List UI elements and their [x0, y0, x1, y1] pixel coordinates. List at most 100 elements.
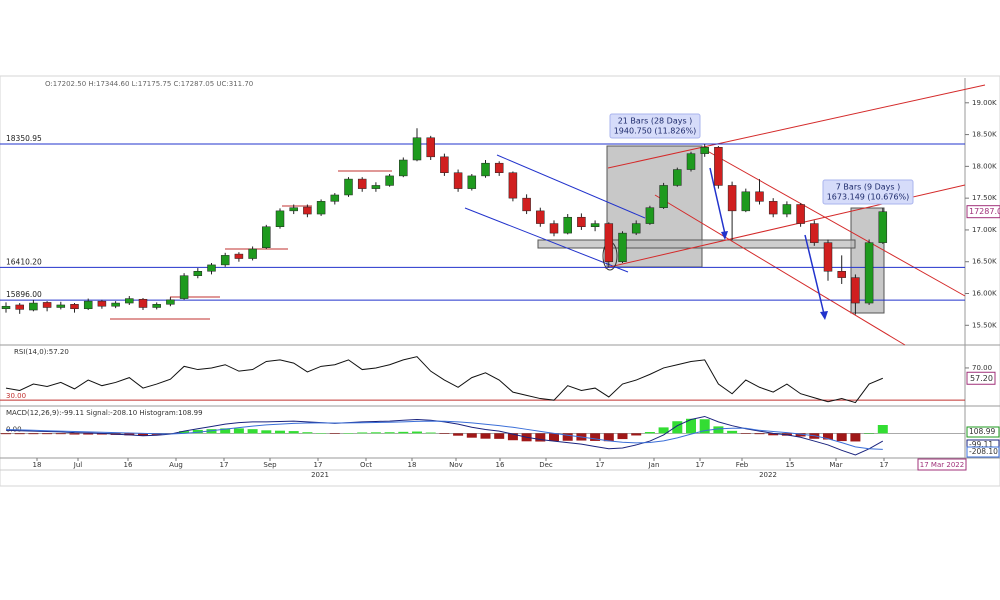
histogram-bar	[96, 433, 107, 435]
candle-body	[481, 162, 490, 177]
candle-body	[851, 277, 860, 304]
trend-line	[607, 84, 986, 169]
annotation-box	[609, 113, 701, 139]
histogram-bar	[370, 432, 381, 434]
date-box	[917, 458, 967, 471]
histogram-bar	[850, 433, 861, 442]
candle-body	[111, 302, 120, 307]
histogram-bar	[713, 426, 724, 434]
arrow-head	[721, 231, 728, 240]
candle-body	[303, 206, 312, 215]
candle-body	[83, 300, 93, 310]
histogram-bar	[247, 429, 258, 434]
histogram-bar	[329, 433, 340, 434]
candle-body	[344, 178, 353, 196]
trend-line	[464, 207, 629, 273]
candle-body	[810, 223, 819, 243]
candle-body	[220, 255, 230, 266]
level-label: 18350.95	[6, 134, 42, 143]
x-tick-label: Dec	[539, 461, 553, 469]
x-tick-label: Nov	[449, 461, 463, 469]
annotation-text: 21 Bars (28 Days )	[618, 117, 693, 126]
histogram-bar	[754, 433, 765, 435]
candle-body	[467, 175, 477, 189]
histogram-bar	[69, 433, 80, 435]
histogram-bar	[275, 430, 285, 434]
x-tick-label: 17	[314, 461, 323, 469]
x-tick-label: Jan	[648, 461, 660, 469]
histogram-bar	[316, 433, 327, 434]
histogram-bar	[179, 431, 190, 434]
histogram-bar	[480, 433, 491, 439]
histogram-bar	[562, 433, 573, 441]
histogram-bar	[535, 433, 546, 442]
histogram-bar	[425, 432, 436, 434]
candle-body	[125, 298, 134, 304]
histogram-bar	[1, 433, 11, 435]
histogram-bar	[138, 433, 148, 436]
rsi-level-label: 30.00	[6, 392, 26, 400]
candle-body	[823, 242, 833, 272]
candle-body	[179, 275, 189, 299]
candle-body	[590, 223, 600, 228]
x-tick-label: 17	[596, 461, 605, 469]
y-tick-label: 16.50K	[972, 258, 997, 266]
macd-line	[5, 415, 884, 456]
rsi-last-box	[966, 371, 996, 385]
rsi-title: RSI(14,0):57.20	[14, 348, 69, 356]
candle-body	[29, 302, 38, 311]
histogram-bar	[453, 433, 464, 436]
arrow	[804, 234, 825, 315]
year-label: 2021	[311, 471, 329, 479]
x-tick-label: Feb	[736, 461, 749, 469]
candle-body	[796, 204, 805, 224]
macd-last-label: -208.10	[969, 447, 998, 456]
candle-body	[522, 197, 531, 212]
candle-body	[864, 242, 874, 304]
candle-body	[399, 159, 408, 177]
arrow-head	[820, 311, 828, 320]
candle-body	[15, 304, 24, 310]
ohlc-info: O:17202.50 H:17344.60 L:17175.75 C:17287…	[45, 80, 253, 88]
histogram-bar	[795, 433, 806, 437]
y-tick-label: 17.50K	[972, 194, 997, 202]
histogram-bar	[439, 433, 450, 434]
candle-body	[878, 211, 888, 243]
candle-body	[686, 153, 696, 170]
y-tick-label: 15.50K	[972, 321, 997, 329]
candle-body	[577, 216, 586, 228]
candle-body	[42, 302, 52, 308]
annotation-box	[822, 179, 914, 205]
histogram-bar	[699, 419, 710, 434]
zone-box	[537, 239, 856, 249]
x-tick-label: 18	[408, 461, 417, 469]
arrow	[709, 167, 726, 235]
x-tick-label: 17	[220, 461, 229, 469]
histogram-bar	[55, 433, 66, 435]
histogram-bar	[603, 433, 614, 442]
x-tick-label: Jul	[73, 461, 83, 469]
histogram-bar	[631, 433, 642, 436]
candle-body	[714, 147, 723, 186]
candle-body	[563, 216, 572, 234]
candle-body	[768, 201, 778, 215]
candle-body	[494, 162, 504, 173]
histogram-bar	[507, 433, 518, 441]
histogram-bar	[384, 432, 395, 434]
year-label: 2022	[759, 471, 777, 479]
candle-body	[508, 172, 518, 199]
histogram-bar	[124, 433, 135, 436]
rsi-line	[5, 356, 883, 404]
histogram-bar	[494, 433, 505, 439]
macd-last-box	[966, 446, 1000, 458]
annotation-text: 1673.149 (10.676%)	[827, 193, 910, 202]
candle-body	[426, 137, 435, 158]
candle-body	[289, 207, 298, 212]
histogram-bar	[768, 433, 779, 436]
macd-last-label: -99.11	[969, 440, 993, 449]
candle-body	[673, 169, 682, 186]
trend-line	[654, 194, 906, 346]
candle-body	[727, 185, 737, 212]
candle-body	[152, 304, 161, 308]
